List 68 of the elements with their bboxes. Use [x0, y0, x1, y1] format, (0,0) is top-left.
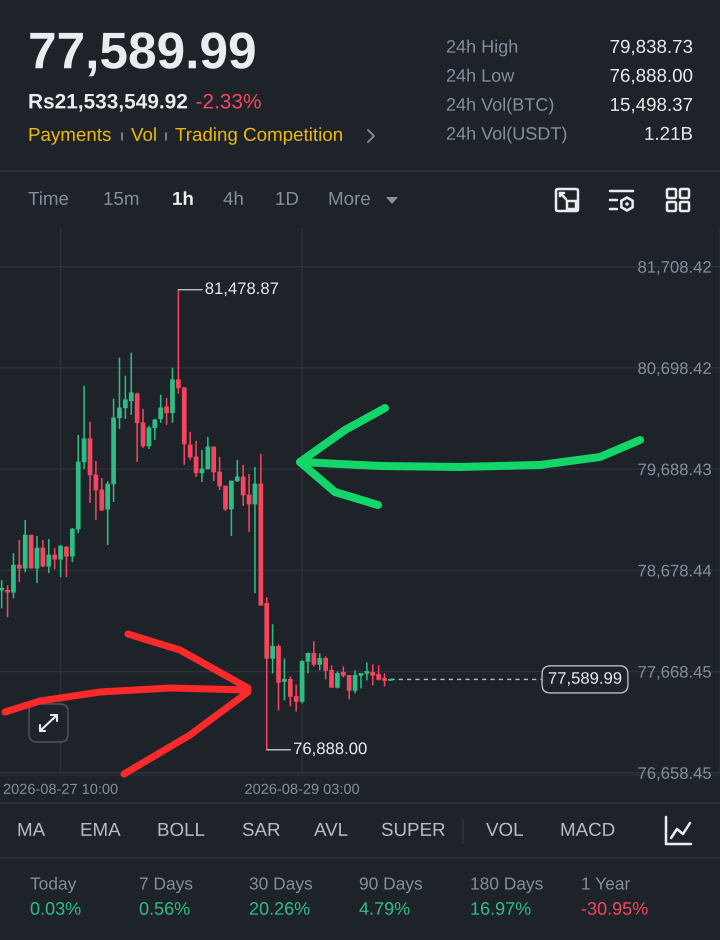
text: 24h Vol(BTC)	[446, 98, 554, 114]
text: Time	[28, 191, 68, 206]
candlestick	[164, 397, 169, 426]
text: 79,838.73	[610, 40, 692, 56]
text: VOL	[486, 822, 523, 836]
x-tick-label: 2026-08-27 10:00	[4, 784, 118, 794]
annotation: 76,888.00	[294, 742, 367, 756]
candlestick	[335, 670, 340, 690]
text: SAR	[242, 822, 280, 836]
y-tick-label: 76,658.45	[638, 767, 711, 781]
text: 30 Days	[250, 877, 312, 894]
text: 4.79%	[359, 902, 410, 915]
text: AVL	[314, 822, 348, 836]
text: SUPER	[382, 822, 445, 836]
candlestick	[282, 658, 287, 702]
candlestick	[158, 394, 164, 424]
text: 24h High	[446, 40, 518, 56]
annotation: 81,478.87	[205, 282, 278, 296]
candlestick	[270, 624, 275, 674]
text: 24h Low	[446, 68, 514, 82]
text: MA	[18, 822, 46, 836]
candlestick	[0, 579, 4, 609]
candlestick	[5, 584, 10, 618]
text: 15,498.37	[611, 98, 692, 114]
text: MACD	[562, 822, 614, 836]
candlestick	[46, 538, 52, 574]
text: 180 Days	[471, 877, 543, 894]
y-tick-label: 78,678.44	[638, 564, 712, 578]
candlestick	[52, 547, 58, 570]
text: 1D	[276, 192, 298, 205]
candlestick	[317, 652, 322, 672]
candlestick	[34, 535, 40, 584]
text: 77,589.99	[30, 32, 255, 76]
candlestick	[252, 466, 258, 594]
text: 1 Year	[582, 878, 630, 890]
candlestick	[312, 640, 316, 668]
x-tick-label: 2026-08-29 03:00	[245, 784, 360, 794]
y-tick-label: 80,698.42	[638, 362, 711, 376]
text: 76,888.00	[610, 68, 692, 84]
text: Vol	[131, 127, 156, 142]
text: Trading Competition	[175, 127, 342, 145]
ref-line-label: 77,589.99	[548, 672, 622, 686]
text: 24h Vol(USDT)	[446, 126, 566, 144]
text: 16.97%	[471, 902, 531, 915]
text: -30.95%	[582, 902, 648, 915]
candlestick	[58, 544, 63, 578]
text: -2.33%	[196, 94, 261, 109]
text: EMA	[82, 822, 121, 836]
y-tick-label: 79,688.43	[638, 463, 711, 478]
y-tick-label: 81,708.42	[638, 261, 711, 275]
text: 1h	[173, 191, 193, 205]
text: Today	[30, 876, 76, 894]
candlestick	[16, 539, 22, 583]
text: 0.56%	[140, 902, 190, 915]
text: Rs21,533,549.92	[29, 94, 188, 112]
candlestick	[64, 545, 69, 578]
text: Payments	[30, 128, 111, 145]
text: 7 Days	[140, 878, 192, 894]
text: 20.26%	[250, 902, 310, 915]
text: 90 Days	[360, 877, 422, 894]
text: 4h	[223, 191, 243, 205]
text: BOLL	[158, 822, 204, 836]
text: 1.21B	[645, 126, 692, 140]
y-tick-label: 77,668.45	[638, 666, 711, 680]
text: 15m	[104, 192, 138, 206]
text: 0.03%	[30, 902, 81, 915]
candlestick	[40, 539, 46, 568]
text: More	[330, 192, 370, 206]
